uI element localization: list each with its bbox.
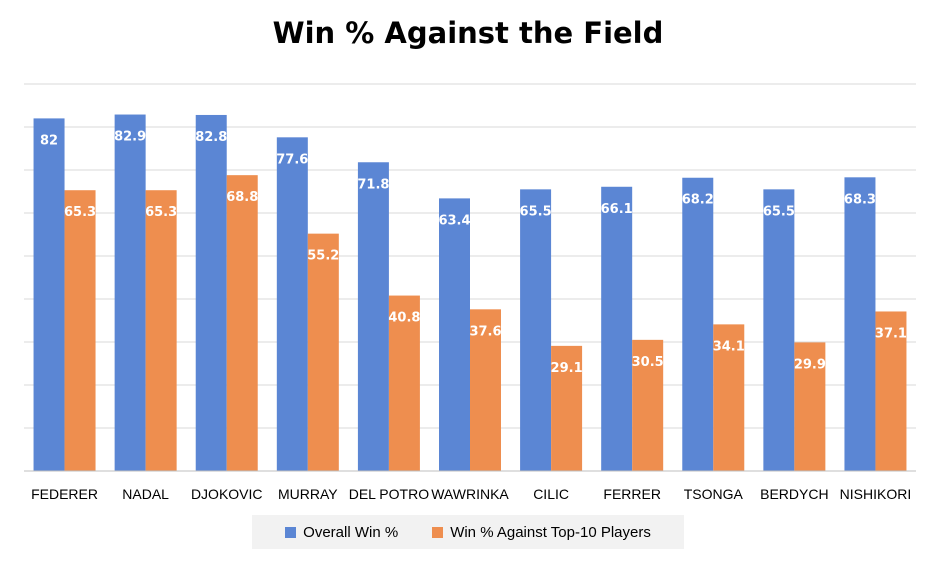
category-label: FEDERER bbox=[31, 486, 98, 502]
bar-overall-federer bbox=[33, 118, 65, 472]
bar-top10-tsonga bbox=[713, 324, 745, 471]
data-label: 68.8 bbox=[226, 190, 258, 205]
data-label: 55.2 bbox=[307, 249, 339, 264]
bar-top10-djokovic bbox=[226, 175, 258, 471]
bar-top10-berdych bbox=[794, 342, 826, 471]
legend-label-overall: Overall Win % bbox=[303, 523, 399, 541]
data-label: 65.3 bbox=[64, 205, 96, 220]
data-label: 68.2 bbox=[682, 193, 714, 208]
data-label: 65.3 bbox=[145, 205, 177, 220]
data-label: 82 bbox=[40, 133, 58, 148]
bar-overall-murray bbox=[276, 137, 308, 471]
bar-overall-nadal bbox=[114, 114, 146, 471]
bar-overall-cilic bbox=[520, 189, 552, 471]
category-label: NADAL bbox=[122, 486, 169, 502]
data-label: 30.5 bbox=[632, 355, 664, 370]
data-label: 66.1 bbox=[601, 202, 633, 217]
legend-swatch-top10 bbox=[432, 526, 444, 538]
legend-item-top10: Win % Against Top-10 Players bbox=[432, 524, 651, 541]
bar-top10-murray bbox=[307, 233, 339, 471]
category-label: CILIC bbox=[533, 486, 569, 502]
bar-top10-wawrinka bbox=[470, 309, 501, 471]
category-label: FERRER bbox=[603, 486, 661, 502]
bar-top10-nishikori bbox=[875, 311, 907, 471]
legend-swatch-overall bbox=[285, 526, 297, 538]
data-label: 37.6 bbox=[469, 324, 501, 339]
bar-overall-del-potro bbox=[357, 162, 389, 471]
legend-item-overall: Overall Win % bbox=[285, 524, 398, 541]
data-label: 68.3 bbox=[844, 192, 876, 207]
data-label: 65.5 bbox=[763, 204, 795, 219]
bar-overall-ferrer bbox=[601, 186, 633, 471]
data-label: 82.8 bbox=[195, 130, 227, 145]
category-label: BERDYCH bbox=[760, 486, 828, 502]
category-label: WAWRINKA bbox=[431, 486, 509, 502]
data-label: 65.5 bbox=[520, 204, 552, 219]
bar-overall-djokovic bbox=[195, 114, 227, 472]
category-label: DJOKOVIC bbox=[191, 486, 263, 502]
data-label: 40.8 bbox=[388, 311, 420, 326]
legend-label-top10: Win % Against Top-10 Players bbox=[450, 523, 651, 541]
category-label: TSONGA bbox=[684, 486, 744, 502]
category-label: MURRAY bbox=[278, 486, 338, 502]
data-label: 29.1 bbox=[551, 361, 583, 376]
legend: Overall Win % Win % Against Top-10 Playe… bbox=[252, 515, 684, 549]
category-label: NISHIKORI bbox=[840, 486, 912, 502]
category-label: DEL POTRO bbox=[349, 486, 429, 502]
data-label: 82.9 bbox=[114, 130, 146, 145]
bar-top10-del-potro bbox=[388, 295, 420, 471]
bar-top10-nadal bbox=[145, 190, 177, 471]
bar-top10-federer bbox=[64, 190, 96, 471]
data-label: 63.4 bbox=[438, 213, 470, 228]
chart-title: Win % Against the Field bbox=[272, 16, 664, 50]
bar-overall-nishikori bbox=[844, 177, 876, 471]
data-label: 29.9 bbox=[794, 357, 826, 372]
bar-top10-cilic bbox=[551, 345, 583, 471]
bar-overall-tsonga bbox=[682, 177, 714, 472]
bar-overall-wawrinka bbox=[439, 198, 470, 471]
data-label: 77.6 bbox=[276, 152, 308, 167]
bar-top10-ferrer bbox=[632, 339, 664, 471]
bar-overall-berdych bbox=[763, 189, 795, 471]
data-label: 71.8 bbox=[357, 177, 389, 192]
data-label: 37.1 bbox=[875, 326, 907, 341]
data-label: 34.1 bbox=[713, 339, 745, 354]
